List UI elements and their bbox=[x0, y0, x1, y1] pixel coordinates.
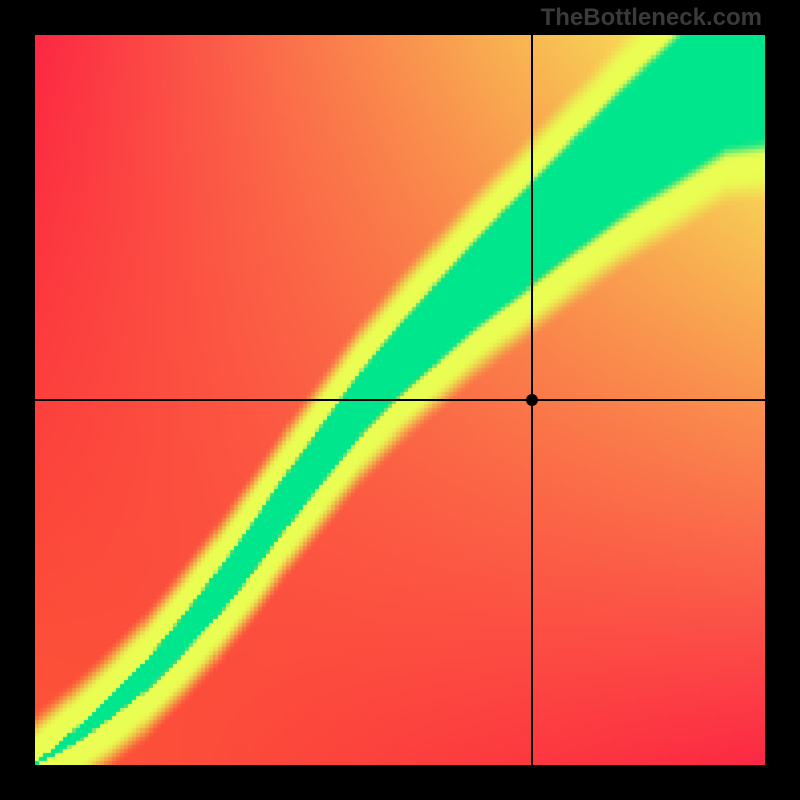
frame-border-bottom bbox=[0, 765, 800, 800]
attribution-text: TheBottleneck.com bbox=[541, 4, 762, 32]
frame-border-right bbox=[765, 0, 800, 800]
crosshair-horizontal bbox=[35, 399, 765, 401]
frame-border-left bbox=[0, 0, 35, 800]
